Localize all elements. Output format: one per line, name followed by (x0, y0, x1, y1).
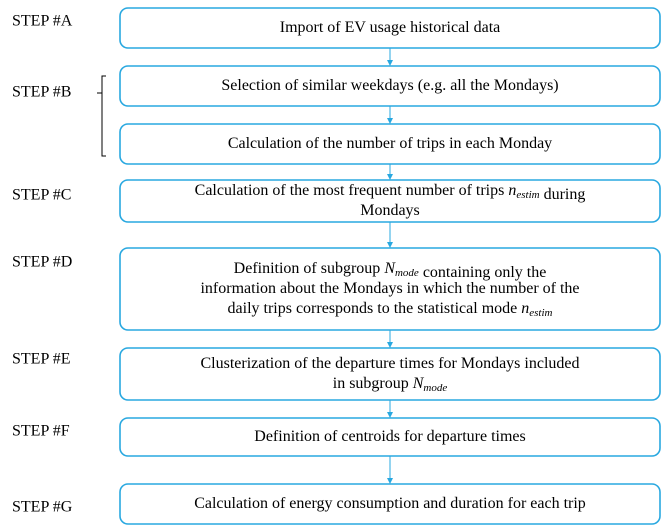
box-text: Calculation of energy consumption and du… (194, 495, 586, 512)
text-run: Definition of subgroup (234, 260, 385, 277)
text-run: during (540, 186, 586, 203)
box-text: daily trips corresponds to the statistic… (228, 300, 553, 319)
step-label: STEP #E (12, 351, 71, 368)
text-run: Calculation of the number of trips in ea… (228, 135, 552, 152)
box-text: Definition of centroids for departure ti… (254, 428, 525, 445)
box-text: Import of EV usage historical data (280, 19, 501, 36)
text-run: Calculation of the most frequent number … (195, 182, 509, 199)
step-label: STEP #A (12, 13, 73, 30)
step-label: STEP #G (12, 499, 73, 516)
subscript: estim (516, 189, 539, 201)
box-text: Calculation of the number of trips in ea… (228, 135, 552, 152)
text-run: information about the Mondays in which t… (200, 280, 579, 297)
text-run: Definition of centroids for departure ti… (254, 428, 525, 445)
box-text: information about the Mondays in which t… (200, 280, 579, 297)
text-run: Clusterization of the departure times fo… (200, 355, 579, 372)
text-run: containing only the (419, 264, 547, 281)
box-text: Mondays (360, 202, 420, 219)
text-run: daily trips corresponds to the statistic… (228, 300, 522, 317)
variable: N (412, 375, 425, 392)
box-text: Definition of subgroup Nmode containing … (234, 260, 547, 281)
box-text: Clusterization of the departure times fo… (200, 355, 579, 372)
box-text: Calculation of the most frequent number … (195, 182, 586, 203)
bracket (97, 75, 106, 157)
text-run: Import of EV usage historical data (280, 19, 501, 36)
variable: N (383, 260, 396, 277)
step-box (119, 483, 661, 525)
step-label: STEP #F (12, 423, 70, 440)
variable: n (521, 300, 529, 317)
subscript: mode (395, 267, 419, 279)
text-run: Mondays (360, 202, 420, 219)
text-run: in subgroup (333, 375, 413, 392)
step-label: STEP #C (12, 187, 71, 204)
text-run: Calculation of energy consumption and du… (194, 495, 586, 512)
step-label: STEP #D (12, 254, 72, 271)
variable: n (508, 182, 516, 199)
subscript: mode (423, 382, 447, 394)
box-text: Selection of similar weekdays (e.g. all … (221, 77, 558, 94)
box-text: in subgroup Nmode (333, 375, 448, 394)
step-label: STEP #B (12, 84, 71, 101)
subscript: estim (529, 307, 552, 319)
text-run: Selection of similar weekdays (e.g. all … (221, 77, 558, 94)
